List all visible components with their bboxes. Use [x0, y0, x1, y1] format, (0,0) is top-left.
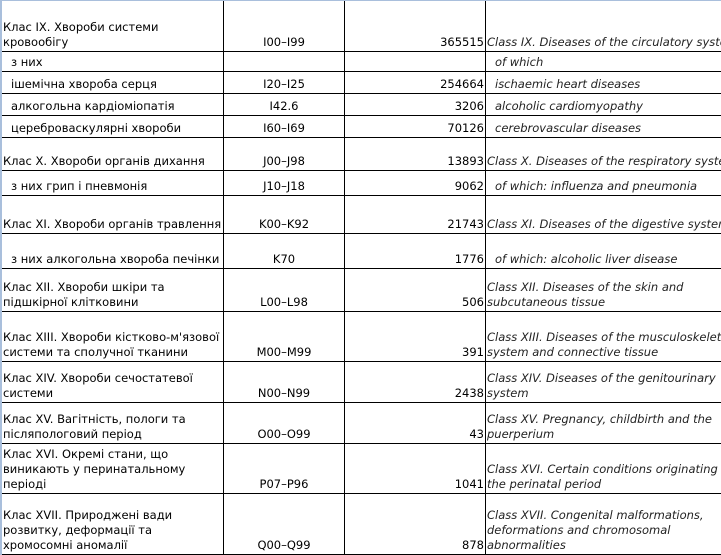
english-name-cell: Class X. Diseases of the respiratory sys…	[485, 136, 721, 171]
english-name-cell: cerebrovascular diseases	[485, 114, 721, 138]
icd-code-cell: I42.6	[223, 92, 345, 116]
ukrainian-name-cell: Клас X. Хвороби органів дихання	[2, 136, 224, 171]
table-row: Клас XIII. Хвороби кістково-м'язової сис…	[2, 310, 721, 362]
icd-code-cell: K70	[223, 232, 345, 269]
icd-code-cell: L00–L98	[223, 267, 345, 312]
english-name-cell: of which: alcoholic liver disease	[485, 232, 721, 269]
table-row: Клас XVII. Природжені вади розвитку, деф…	[2, 492, 721, 555]
table-row: цереброваскулярні хвороби I60–I69 70126 cer…	[2, 114, 721, 138]
case-count-cell: 878	[344, 492, 486, 555]
ukrainian-name-cell: Клас XIV. Хвороби сечостатевої системи	[2, 360, 224, 403]
english-name-cell: of which	[485, 50, 721, 72]
table-row: Клас IX. Хвороби системи кровообігу I00–I…	[2, 1, 721, 52]
case-count-cell: 3206	[344, 92, 486, 116]
icd-code-cell: I00–I99	[223, 1, 345, 52]
icd-code-cell: I20–I25	[223, 70, 345, 94]
case-count-cell: 21743	[344, 194, 486, 234]
icd-code-cell: O00–O99	[223, 401, 345, 444]
case-count-cell: 254664	[344, 70, 486, 94]
case-count-cell: 365515	[344, 1, 486, 52]
ukrainian-name-cell: ішемічна хвороба серця	[2, 70, 224, 94]
table-row: Клас XVI. Окремі стани, що виникають у п…	[2, 442, 721, 494]
ukrainian-name-cell: Клас XVI. Окремі стани, що виникають у п…	[2, 442, 224, 494]
case-count-cell: 1776	[344, 232, 486, 269]
case-count-cell: 391	[344, 310, 486, 362]
ukrainian-name-cell: з них алкогольна хвороба печінки	[2, 232, 224, 269]
table-row: Клас XIV. Хвороби сечостатевої системи N0…	[2, 360, 721, 403]
icd-code-cell: J00–J98	[223, 136, 345, 171]
ukrainian-name-cell: алкогольна кардіоміопатія	[2, 92, 224, 116]
ukrainian-name-cell: з них	[2, 50, 224, 72]
table-row: алкогольна кардіоміопатія I42.6 3206 alcoho…	[2, 92, 721, 116]
ukrainian-name-cell: Клас XIII. Хвороби кістково-м'язової сис…	[2, 310, 224, 362]
english-name-cell: Class XII. Diseases of the skin and subc…	[485, 267, 721, 312]
icd-code-cell: N00–N99	[223, 360, 345, 403]
table-row: з них алкогольна хвороба печінки K70 1776 o…	[2, 232, 721, 269]
ukrainian-name-cell: Клас XVII. Природжені вади розвитку, деф…	[2, 492, 224, 555]
table-row: з них of which	[2, 50, 721, 72]
ukrainian-name-cell: цереброваскулярні хвороби	[2, 114, 224, 138]
icd-code-cell: J10–J18	[223, 169, 345, 196]
english-name-cell: of which: influenza and pneumonia	[485, 169, 721, 196]
ukrainian-name-cell: з них грип і пневмонія	[2, 169, 224, 196]
icd-code-cell: K00–K92	[223, 194, 345, 234]
table-row: Клас XI. Хвороби органів травлення K00–K9…	[2, 194, 721, 234]
english-name-cell: Class IX. Diseases of the circulatory sy…	[485, 1, 721, 52]
ukrainian-name-cell: Клас IX. Хвороби системи кровообігу	[2, 1, 224, 52]
english-name-cell: Class XVII. Congenital malformations, de…	[485, 492, 721, 555]
table-row: Клас XII. Хвороби шкіри та підшкірної кл…	[2, 267, 721, 312]
icd-code-cell	[223, 50, 345, 72]
icd-code-cell: M00–M99	[223, 310, 345, 362]
ukrainian-name-cell: Клас XII. Хвороби шкіри та підшкірної кл…	[2, 267, 224, 312]
case-count-cell: 13893	[344, 136, 486, 171]
ukrainian-name-cell: Клас XI. Хвороби органів травлення	[2, 194, 224, 234]
table-row: Клас XV. Вагітність, пологи та післяполо…	[2, 401, 721, 444]
case-count-cell	[344, 50, 486, 72]
case-count-cell: 43	[344, 401, 486, 444]
english-name-cell: Class XIV. Diseases of the genitourinary…	[485, 360, 721, 403]
ukrainian-name-cell: Клас XV. Вагітність, пологи та післяполо…	[2, 401, 224, 444]
icd-code-cell: I60–I69	[223, 114, 345, 138]
english-name-cell: Class XV. Pregnancy, childbirth and the …	[485, 401, 721, 444]
english-name-cell: alcoholic cardiomyopathy	[485, 92, 721, 116]
english-name-cell: ischaemic heart diseases	[485, 70, 721, 94]
english-name-cell: Class XVI. Certain conditions originatin…	[485, 442, 721, 494]
case-count-cell: 9062	[344, 169, 486, 196]
icd-code-cell: Q00–Q99	[223, 492, 345, 555]
table-row: ішемічна хвороба серця I20–I25 254664 ischa…	[2, 70, 721, 94]
case-count-cell: 506	[344, 267, 486, 312]
case-count-cell: 70126	[344, 114, 486, 138]
case-count-cell: 2438	[344, 360, 486, 403]
table-row: з них грип і пневмонія J10–J18 9062 of whic…	[2, 169, 721, 196]
icd-code-cell: P07–P96	[223, 442, 345, 494]
table-row: Клас X. Хвороби органів дихання J00–J98 13…	[2, 136, 721, 171]
case-count-cell: 1041	[344, 442, 486, 494]
english-name-cell: Class XIII. Diseases of the musculoskele…	[485, 310, 721, 362]
english-name-cell: Class XI. Diseases of the digestive syst…	[485, 194, 721, 234]
